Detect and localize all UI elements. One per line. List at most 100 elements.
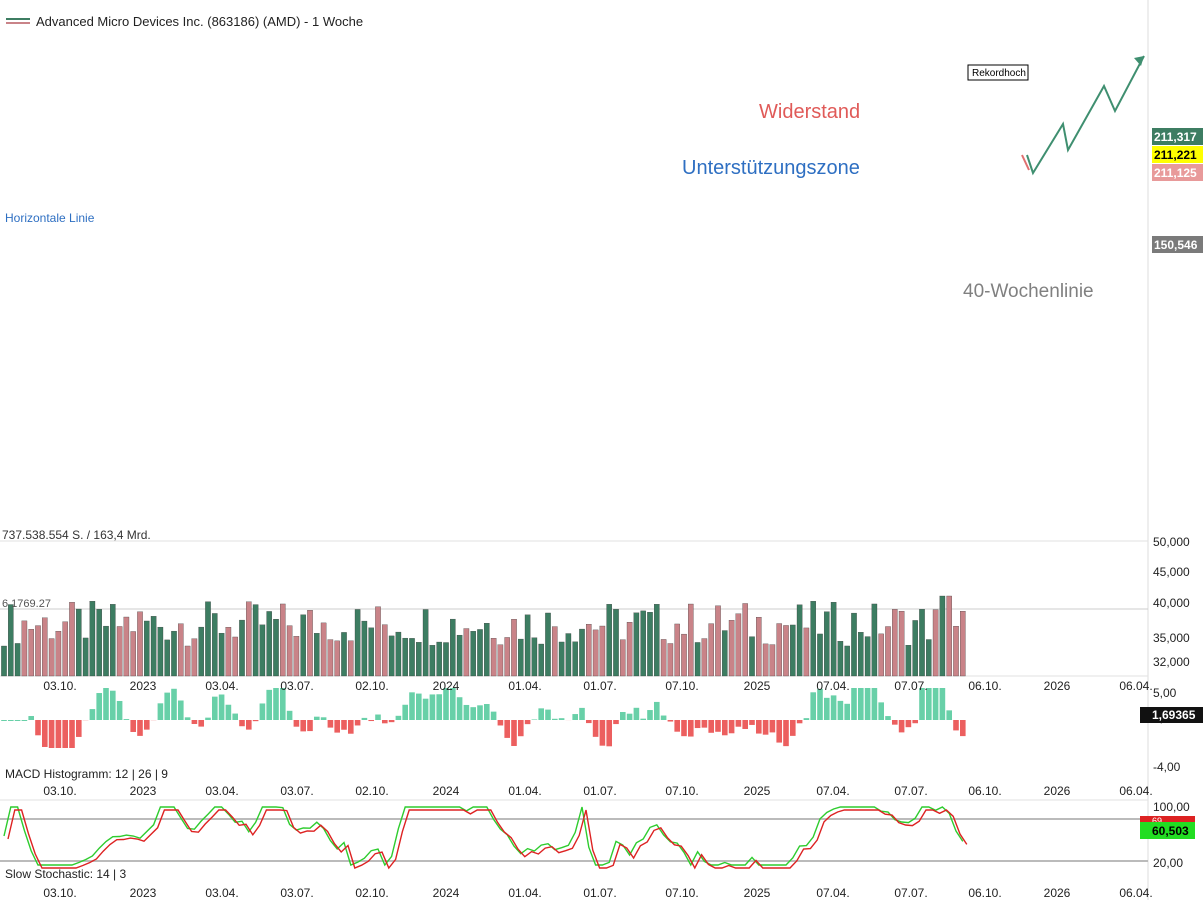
volume-bar (48, 638, 55, 677)
volume-bar (232, 636, 238, 677)
macd-bar (960, 720, 966, 737)
support-label-bg (678, 154, 864, 180)
volume-bar (1, 645, 7, 677)
macd-bar (205, 717, 211, 720)
volume-bar (613, 609, 619, 677)
x-tick-label: 01.04. (508, 886, 541, 900)
macd-bar (76, 720, 82, 737)
volume-bar (579, 628, 585, 677)
volume-bar (939, 595, 946, 677)
volume-bar (524, 614, 531, 677)
macd-bar (572, 714, 578, 720)
volume-bar (130, 631, 136, 677)
volume-bar (599, 625, 606, 677)
macd-bar (436, 694, 442, 720)
x-tick-label: 2026 (1044, 679, 1071, 693)
macd-bar (348, 720, 354, 734)
volume-tick-label: 32,000 (1153, 655, 1190, 669)
macd-bar (660, 715, 667, 720)
volume-bar (320, 622, 327, 677)
macd-bar (796, 720, 803, 724)
volume-bar (892, 609, 898, 677)
x-tick-label: 02.10. (355, 784, 388, 798)
volume-bar (926, 639, 932, 677)
x-tick-label: 03.07. (280, 679, 313, 693)
macd-bar (416, 693, 422, 720)
volume-bar (803, 627, 810, 677)
macd-bar (171, 688, 177, 720)
volume-bar (484, 623, 490, 677)
volume-bar (606, 604, 612, 677)
volume-bar (864, 636, 871, 677)
macd-bar (463, 704, 470, 720)
volume-bar (837, 641, 844, 677)
volume-bar (565, 633, 572, 677)
x-tick-label: 07.07. (894, 886, 927, 900)
volume-bar (905, 645, 912, 677)
macd-bar (307, 720, 313, 732)
macd-bar (898, 720, 905, 733)
macd-bar (586, 720, 592, 724)
axes: 350,000300,000275,000250,000175,000135,0… (43, 535, 1190, 900)
stoch-k-box (1140, 822, 1195, 839)
macd-bar (790, 720, 796, 736)
macd-bar (354, 720, 361, 726)
volume-bar (35, 625, 41, 677)
macd-value: 1,69365 (1152, 708, 1196, 722)
volume-bar (300, 614, 306, 677)
macd-bar (28, 716, 34, 720)
macd-bar (552, 718, 558, 720)
macd-bar (232, 713, 238, 720)
macd-bar (477, 705, 483, 720)
macd-bar (456, 697, 463, 720)
volume-bar (885, 626, 891, 677)
volume-bar (198, 626, 204, 677)
volume-bar (728, 620, 735, 677)
x-tick-label: 07.10. (665, 784, 698, 798)
volume-bar (538, 643, 544, 677)
macd-bar (130, 720, 136, 732)
projection-start (1021, 154, 1030, 171)
volume-bar (708, 623, 714, 677)
volume-bar (456, 634, 463, 677)
macd-bar (524, 720, 531, 725)
macd-bar (470, 707, 476, 720)
ma-price-label: 150,546 (1154, 238, 1198, 252)
x-tick-label: 07.04. (816, 784, 849, 798)
macd-bar (681, 720, 687, 737)
horizontal-line-label: Horizontale Linie (5, 211, 95, 225)
stoch-d-line (7, 809, 968, 870)
macd-bar (885, 716, 891, 720)
macd-bar (844, 703, 850, 720)
x-tick-label: 01.04. (508, 784, 541, 798)
volume-bar (375, 606, 381, 677)
macd-bar (640, 718, 646, 720)
x-tick-label: 2024 (433, 784, 460, 798)
volume-tick-label: 40,000 (1153, 596, 1190, 610)
macd-bar (1, 720, 7, 721)
volume-bar (912, 620, 918, 677)
stoch-k-value: 60,503 (1152, 824, 1189, 838)
macd-bar (776, 720, 782, 743)
macd-bar (545, 709, 551, 720)
x-tick-label: 03.04. (205, 886, 238, 900)
macd-bar (327, 720, 334, 728)
mid-price-box (1152, 146, 1203, 163)
volume-bar (218, 632, 225, 677)
macd-bar (858, 688, 864, 720)
macd-bar (280, 688, 286, 720)
macd-bar (402, 704, 408, 720)
volume-bar (280, 603, 286, 677)
x-tick-label: 02.10. (355, 886, 388, 900)
macd-bar (878, 702, 884, 720)
macd-bar (225, 704, 232, 720)
macd-bar (69, 720, 75, 748)
volume-bar (552, 626, 558, 677)
volume-bar (205, 601, 211, 677)
macd-bar (184, 717, 191, 720)
volume-bar (144, 620, 150, 677)
macd-bar (769, 720, 776, 733)
stoch-tick-label: 20,00 (1153, 856, 1183, 870)
stoch-d-box (1140, 816, 1195, 825)
macd-bar (674, 720, 680, 732)
